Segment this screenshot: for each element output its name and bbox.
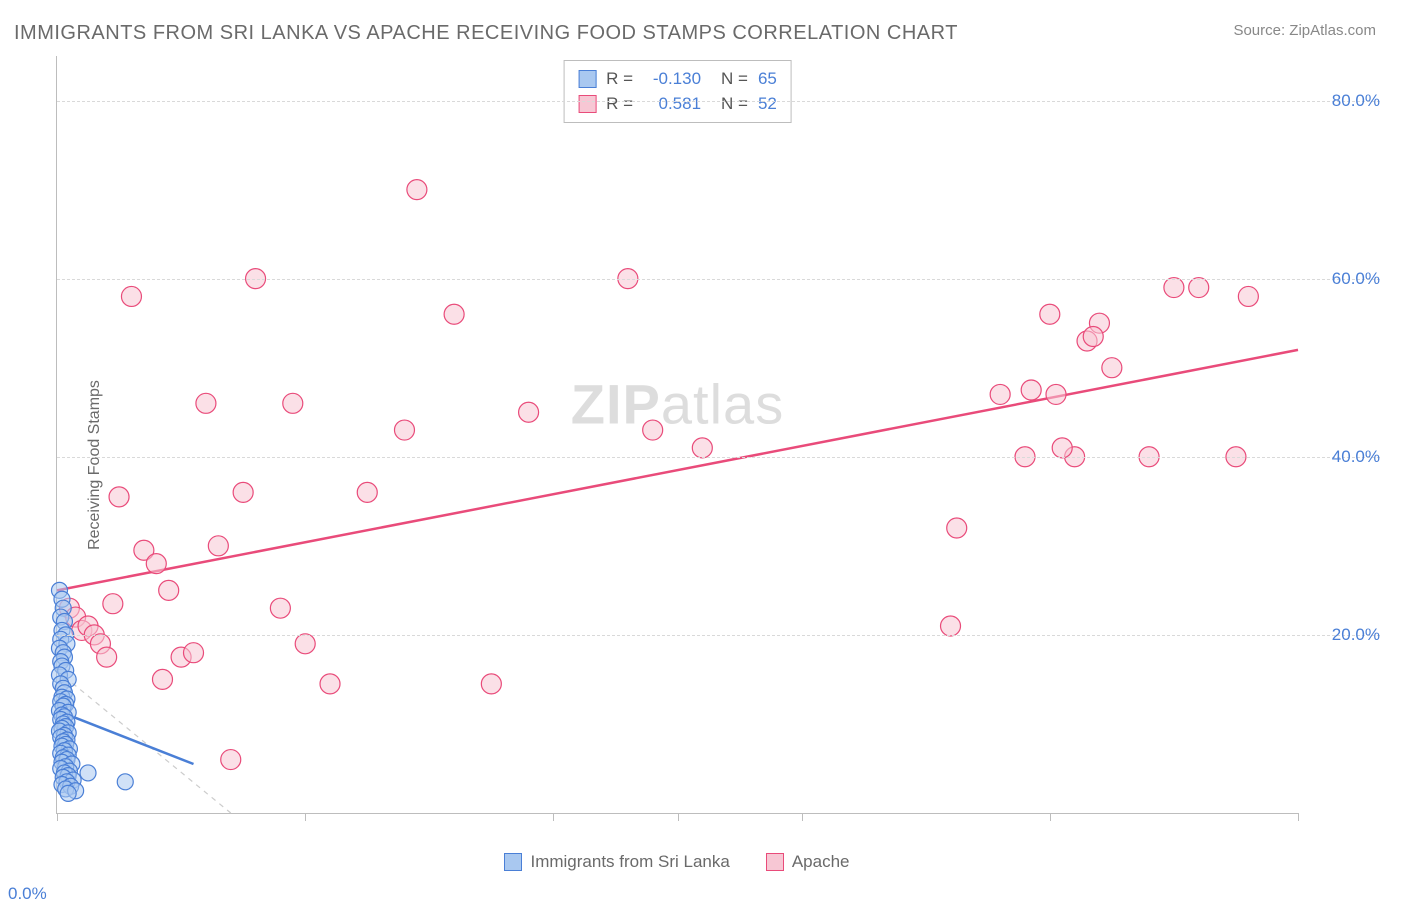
series-name: Apache <box>792 852 850 872</box>
x-tick <box>1050 813 1051 821</box>
plot-area: ZIPatlas R =-0.130N =65R =0.581N =52 20.… <box>56 56 1298 814</box>
series-legend-item: Immigrants from Sri Lanka <box>504 852 729 872</box>
legend-r-label: R = <box>606 67 633 92</box>
legend-n-label: N = <box>721 92 748 117</box>
y-tick-label: 20.0% <box>1304 625 1380 645</box>
series-legend: Immigrants from Sri Lanka Apache <box>56 852 1298 872</box>
legend-r-value: 0.581 <box>643 92 701 117</box>
x-tick <box>802 813 803 821</box>
legend-swatch <box>766 853 784 871</box>
legend-row: R = -0.130 N = 65 <box>578 67 777 92</box>
legend-n-value: 65 <box>758 67 777 92</box>
chart-container: Receiving Food Stamps ZIPatlas R =-0.130… <box>14 56 1388 874</box>
legend-n-value: 52 <box>758 92 777 117</box>
svg-layer <box>57 56 1298 813</box>
y-tick-label: 80.0% <box>1304 91 1380 111</box>
x-tick <box>305 813 306 821</box>
legend-swatch <box>578 70 596 88</box>
legend-r-value: -0.130 <box>643 67 701 92</box>
legend-row: R = 0.581 N = 52 <box>578 92 777 117</box>
x-axis-min-label: 0.0% <box>8 884 47 904</box>
series-name: Immigrants from Sri Lanka <box>530 852 729 872</box>
legend-n-label: N = <box>721 67 748 92</box>
chart-title: IMMIGRANTS FROM SRI LANKA VS APACHE RECE… <box>14 22 958 45</box>
y-tick-label: 40.0% <box>1304 447 1380 467</box>
source-attribution: Source: ZipAtlas.com <box>1233 22 1376 39</box>
legend-swatch <box>504 853 522 871</box>
x-tick <box>1298 813 1299 821</box>
legend-swatch <box>578 95 596 113</box>
series-legend-item: Apache <box>766 852 850 872</box>
x-tick <box>57 813 58 821</box>
legend-r-label: R = <box>606 92 633 117</box>
correlation-legend: R = -0.130 N = 65 R = 0.581 N = 52 <box>563 60 792 123</box>
x-tick <box>678 813 679 821</box>
x-tick <box>553 813 554 821</box>
y-tick-label: 60.0% <box>1304 269 1380 289</box>
